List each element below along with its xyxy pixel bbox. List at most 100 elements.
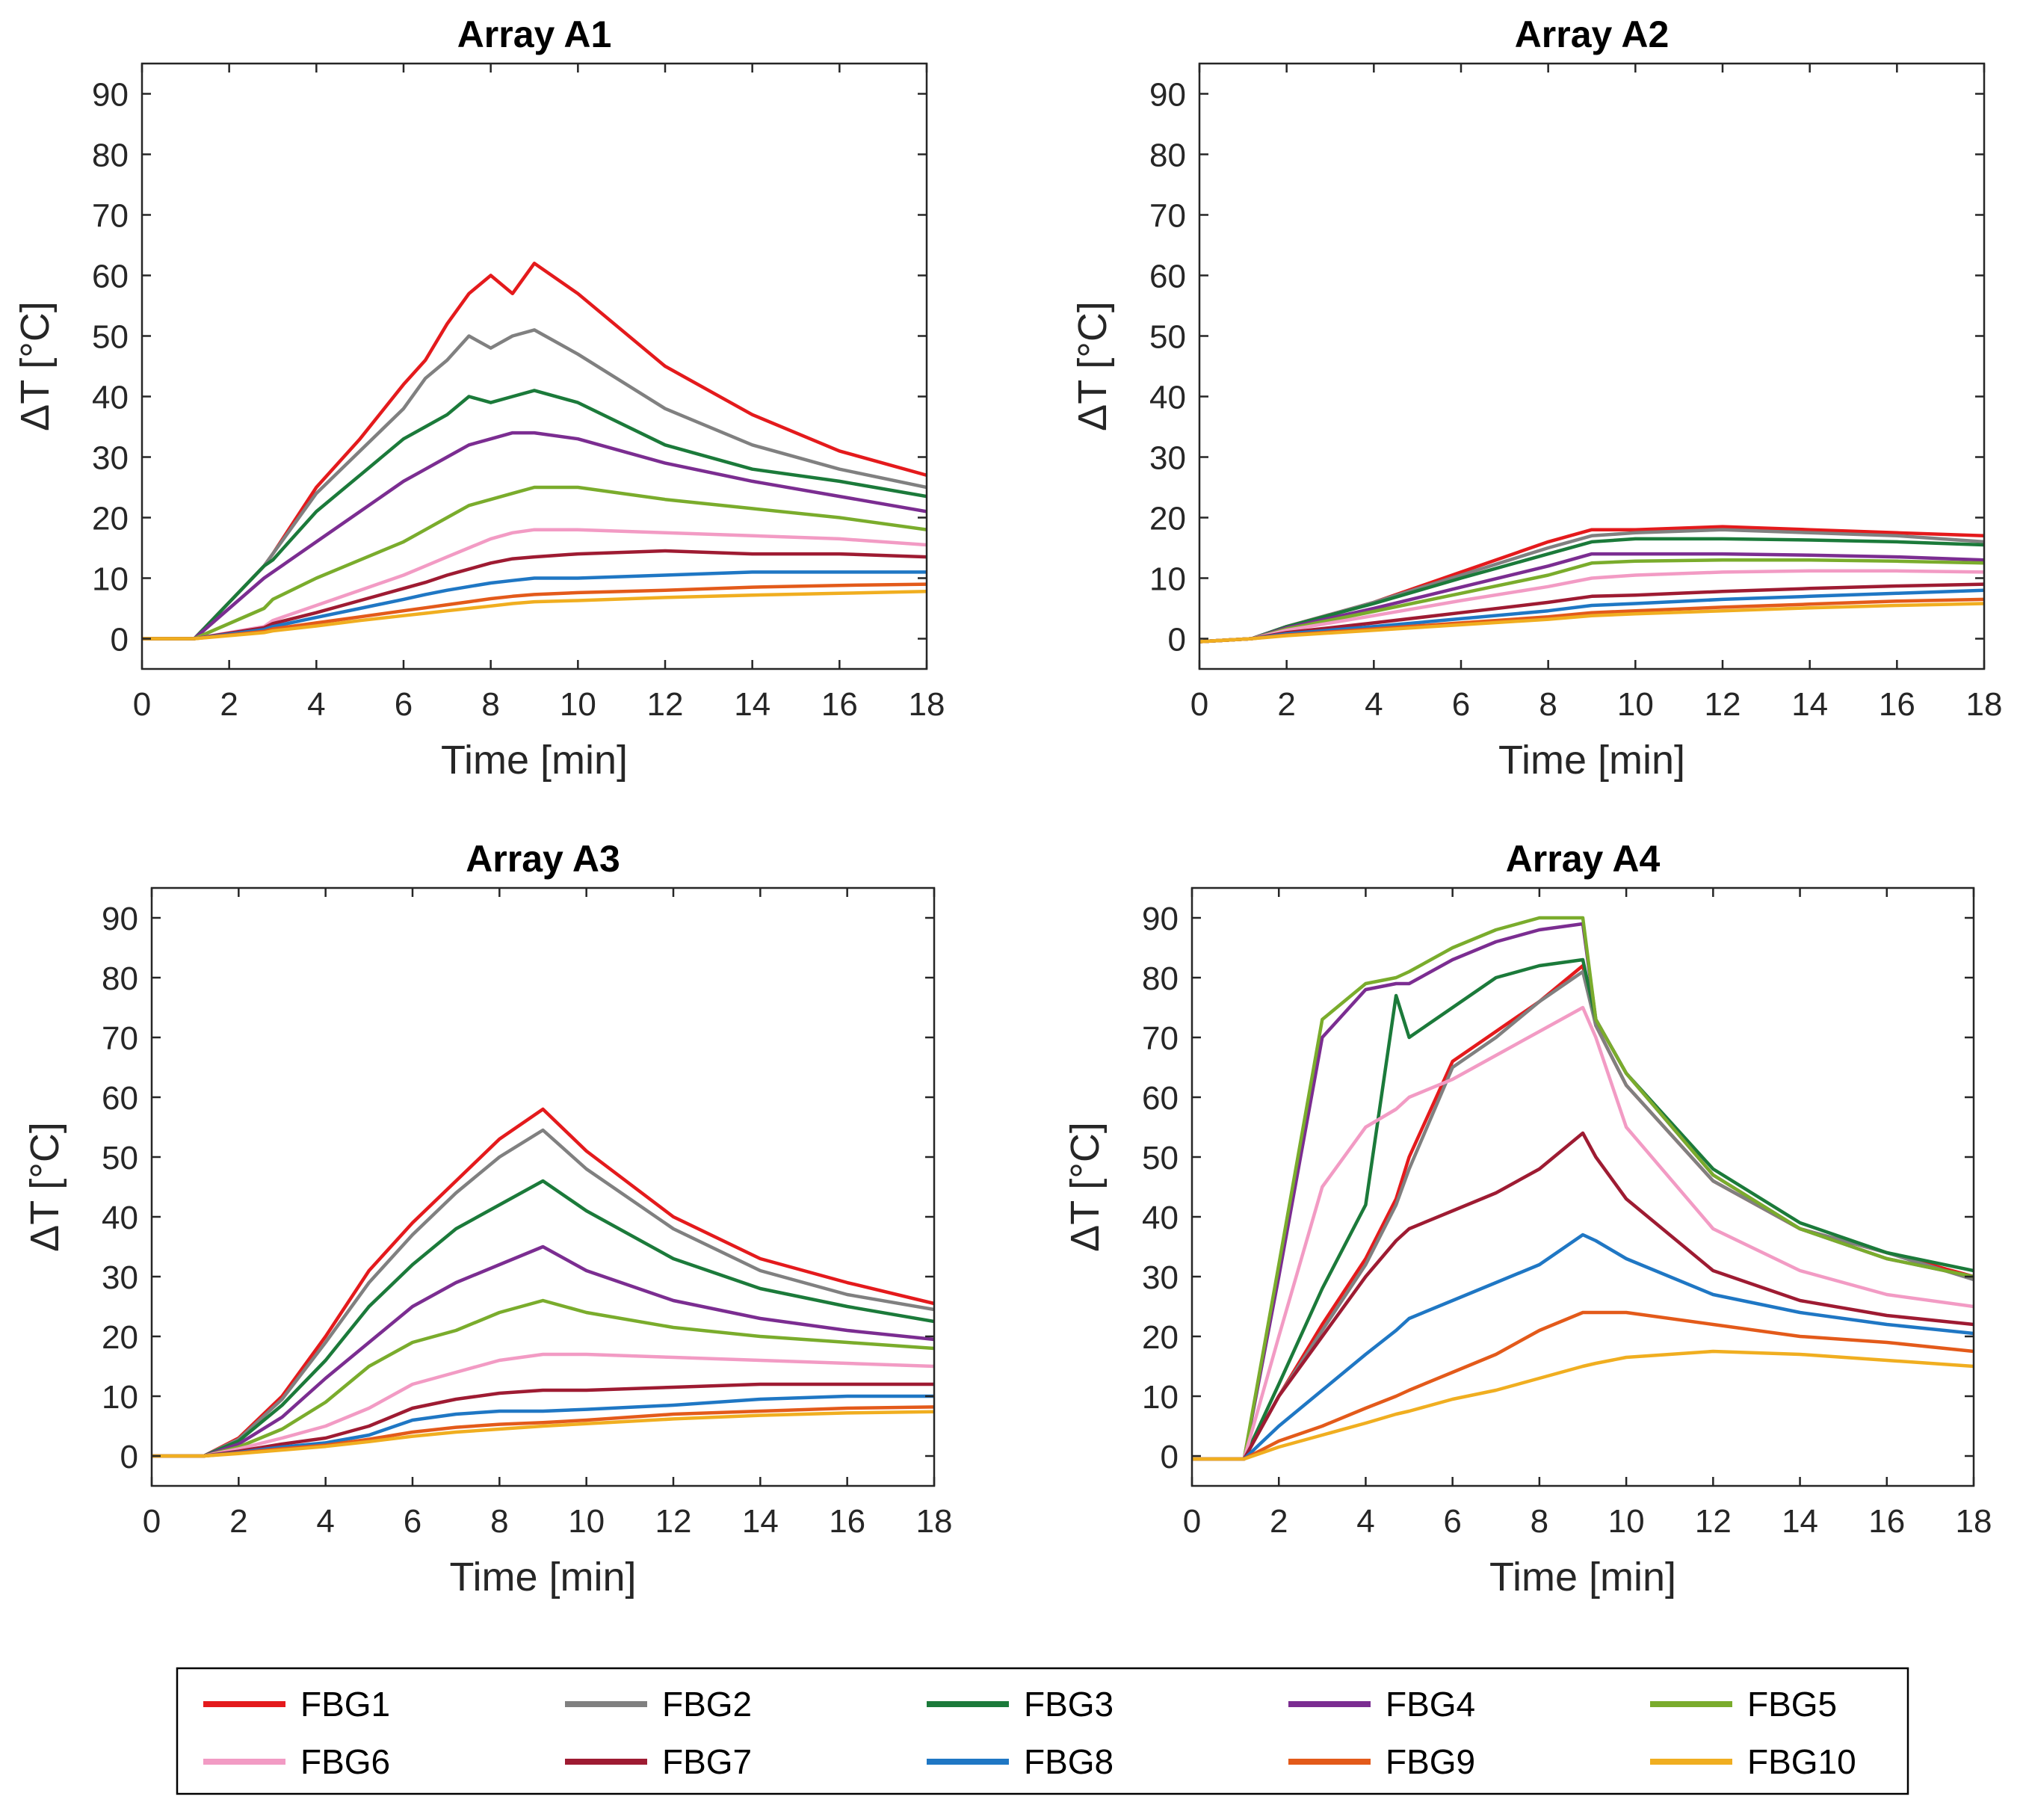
panel-title: Array A4 [1506,838,1661,880]
legend-item-fbg1: FBG1 [203,1685,390,1724]
series-line-fbg4 [1192,922,1974,1461]
series-lines [142,262,927,641]
series-line-fbg2 [142,328,927,641]
x-tick-label: 16 [821,686,858,723]
legend-item-fbg10: FBG10 [1650,1742,1856,1781]
y-tick-label: 90 [92,77,129,114]
x-tick-label: 18 [916,1503,953,1540]
y-tick-label: 70 [102,1020,138,1057]
series-line-fbg5 [142,485,927,641]
y-tick-label: 80 [92,138,129,174]
panel-3: Array A3 0 2 4 6 8 10 12 14 16 18 0 10 20 30 40 50 60 70 80… [22,838,952,1600]
y-tick-label: 70 [1149,198,1186,235]
x-tick-label: 4 [316,1503,334,1540]
panel-4: Array A4 0 2 4 6 8 10 12 14 16 18 0 10 20 30 40 50 60 70 80… [1063,838,1992,1600]
series-line-fbg5 [1192,916,1974,1461]
x-tick-label: 10 [1617,686,1654,723]
series-line-fbg9 [142,582,927,641]
legend-item-fbg2: FBG2 [565,1685,752,1724]
legend-item-fbg6: FBG6 [203,1742,390,1781]
x-tick-label: 4 [1356,1503,1374,1540]
series-line-fbg4 [142,431,927,641]
panel-2: Array A2 0 2 4 6 8 10 12 14 16 18 0 10 20 30 40 50 60 70 80… [1070,13,2002,783]
y-tick-label: 80 [1142,960,1179,997]
x-axis-label: Time [min] [441,738,628,783]
y-tick-label: 0 [1161,1439,1179,1475]
y-tick-label: 50 [92,319,129,356]
series-line-fbg10 [152,1410,934,1458]
axes-box [1190,886,1975,1487]
x-axis-label: Time [min] [449,1555,636,1600]
x-tick-label: 2 [1277,686,1295,723]
series-line-fbg6 [142,528,927,641]
y-axis-label: ΔT [°C] [22,1122,67,1252]
x-tick-label: 14 [734,686,770,723]
series-line-fbg5 [152,1298,934,1458]
y-tick-label: 20 [102,1319,138,1356]
x-tick-label: 2 [229,1503,247,1540]
y-tick-label: 50 [102,1140,138,1176]
y-tick-label: 70 [92,198,129,235]
axes-box [1198,62,1986,670]
y-tick-label: 40 [102,1200,138,1236]
x-tick-label: 6 [404,1503,421,1540]
y-axis-label: ΔT [°C] [1070,301,1115,431]
y-tick-label: 90 [1149,77,1186,114]
x-tick-label: 18 [909,686,945,723]
legend-item-fbg9: FBG9 [1288,1742,1475,1781]
legend-label: FBG10 [1747,1742,1856,1781]
legend-item-fbg3: FBG3 [927,1685,1114,1724]
legend-label: FBG8 [1024,1742,1114,1781]
x-tick-label: 6 [395,686,413,723]
y-tick-label: 90 [102,901,138,937]
legend-label: FBG2 [662,1685,752,1724]
axes-box [150,886,936,1487]
x-tick-label: 8 [490,1503,508,1540]
y-tick-label: 60 [1149,259,1186,295]
x-tick-label: 0 [133,686,151,723]
y-tick-label: 70 [1142,1020,1179,1057]
y-axis-label: ΔT [°C] [13,301,58,431]
x-tick-label: 12 [1695,1503,1732,1540]
legend-label: FBG9 [1386,1742,1475,1781]
legend-label: FBG3 [1024,1685,1114,1724]
x-tick-label: 0 [143,1503,161,1540]
x-tick-label: 8 [1531,1503,1548,1540]
y-axis-label: ΔT [°C] [1063,1122,1108,1252]
series-line-fbg7 [1192,1131,1974,1461]
x-tick-label: 10 [560,686,596,723]
x-tick-label: 16 [829,1503,865,1540]
panel-1: Array A1 0 2 4 6 8 10 12 14 16 18 0 10 20 30 40 50 60 70 80… [13,13,945,783]
legend-item-fbg7: FBG7 [565,1742,752,1781]
x-tick-label: 10 [1608,1503,1645,1540]
legend-item-fbg4: FBG4 [1288,1685,1475,1724]
legend: FBG1 FBG2 FBG3 FBG4 FBG5 FBG6 FBG7 FBG8 FBG9 FBG1… [176,1667,1909,1795]
series-line-fbg10 [1199,602,1984,644]
series-line-fbg8 [1192,1233,1974,1461]
legend-item-fbg8: FBG8 [927,1742,1114,1781]
series-line-fbg2 [1192,969,1974,1461]
series-lines [1192,916,1974,1461]
x-tick-label: 4 [307,686,325,723]
x-tick-label: 14 [1782,1503,1818,1540]
y-tick-label: 30 [92,440,129,477]
y-tick-label: 10 [1149,561,1186,598]
series-line-fbg6 [1199,569,1984,644]
series-line-fbg10 [142,590,927,641]
y-tick-label: 0 [1168,622,1186,658]
x-tick-label: 8 [1539,686,1557,723]
series-line-fbg7 [142,549,927,641]
series-line-fbg6 [152,1352,934,1458]
x-tick-label: 16 [1868,1503,1905,1540]
x-tick-label: 0 [1183,1503,1201,1540]
y-tick-label: 40 [1142,1200,1179,1236]
y-tick-label: 30 [102,1259,138,1296]
series-line-fbg1 [152,1107,934,1458]
y-tick-label: 10 [92,561,129,598]
x-tick-label: 4 [1365,686,1383,723]
series-line-fbg1 [1192,963,1974,1461]
x-tick-label: 6 [1452,686,1470,723]
legend-label: FBG1 [300,1685,390,1724]
series-line-fbg9 [1192,1310,1974,1461]
